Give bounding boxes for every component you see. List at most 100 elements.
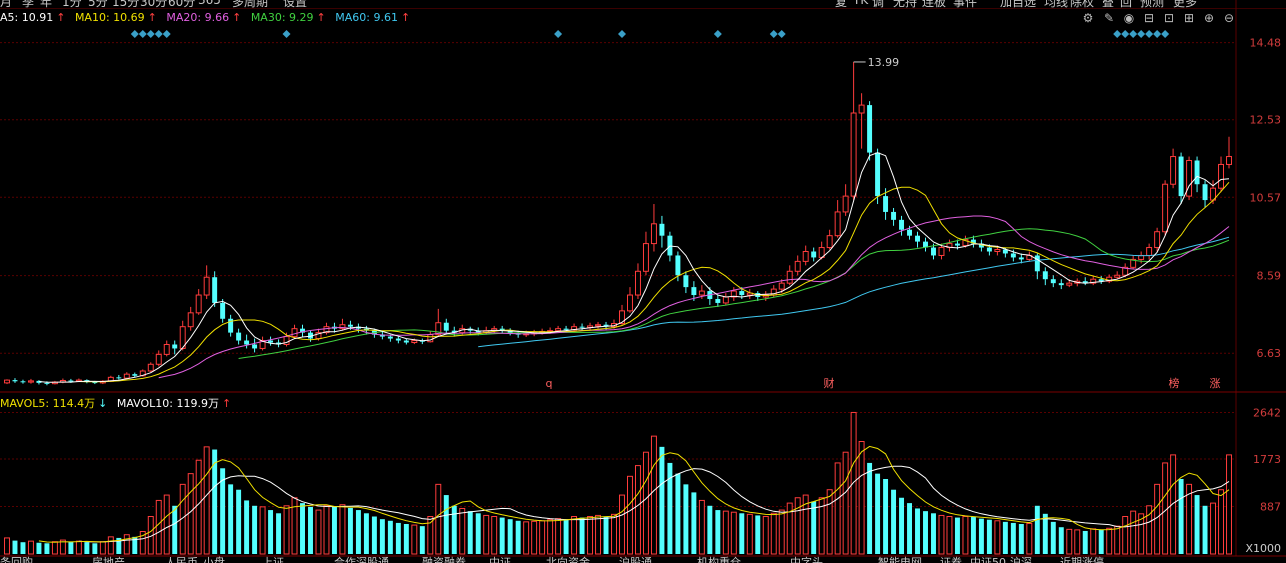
candle-body <box>978 243 984 248</box>
volume-bar <box>379 519 385 554</box>
volume-bar <box>899 497 905 554</box>
bottom-tab-10[interactable]: 沪股通 <box>619 556 652 563</box>
bottom-tab-6[interactable]: 深股通 <box>356 556 389 563</box>
tool-tab-6[interactable]: 加自选 <box>1000 0 1037 9</box>
volume-bar <box>244 500 250 554</box>
volume-bar <box>212 449 218 554</box>
tool-tab-5[interactable]: 事件 <box>953 0 978 9</box>
period-tab-8[interactable]: 365 <box>198 0 221 7</box>
candle-body <box>276 342 282 345</box>
bottom-tab-1[interactable]: 房地产 <box>92 556 125 563</box>
period-tab-3[interactable]: 1分 <box>62 0 82 9</box>
volume-bar <box>1210 502 1217 555</box>
candle-body <box>994 249 1001 253</box>
period-toolbar: 月季年 1分 5分 15分 30分 60分 365 多周期 设置 复 TK 调无持 连板 事件 加自选 均线除… <box>0 0 1286 9</box>
volume-bar <box>252 505 258 554</box>
candle-body <box>467 328 473 331</box>
bottom-tab-4[interactable]: 上证 <box>262 556 284 563</box>
mavol5-arrow: ↓ <box>98 397 108 410</box>
zoom-in-icon[interactable]: ⊕ <box>1203 11 1215 25</box>
bottom-tab-14[interactable]: 证券 <box>940 556 962 563</box>
eye-icon[interactable]: ◉ <box>1123 11 1135 25</box>
event-cai-marker: 财 <box>824 376 835 390</box>
volume-bar <box>954 517 960 554</box>
tool-tab-9[interactable]: 叠 <box>1102 0 1115 9</box>
tool-tab-3[interactable]: 无持 <box>893 0 918 9</box>
mavol5-legend: MAVOL5: 114.4万 ↓ <box>0 397 110 410</box>
bottom-tab-16[interactable]: 沪深 <box>1010 556 1032 563</box>
bottom-tab-13[interactable]: 智能电网 <box>878 556 922 563</box>
volume-bar <box>794 497 801 555</box>
candle-body <box>195 294 202 314</box>
volume-bar <box>1218 489 1224 555</box>
bottom-tab-12[interactable]: 中字头 <box>790 556 823 563</box>
volume-bar <box>770 512 777 555</box>
volume-bar <box>891 489 897 554</box>
period-tab-5[interactable]: 15分 <box>112 0 140 9</box>
settings-icon[interactable]: ⚙ <box>1082 11 1094 25</box>
volume-bar <box>323 505 330 555</box>
candle-body <box>4 379 10 384</box>
volume-bar <box>347 507 353 554</box>
period-tab-10[interactable]: 设置 <box>283 0 308 9</box>
candle-body <box>323 326 330 334</box>
period-tab-9[interactable]: 多周期 <box>232 0 269 9</box>
tool-tab-4[interactable]: 连板 <box>922 0 947 9</box>
volume-bar <box>867 462 873 554</box>
bottom-tab-0[interactable]: 条回购 <box>0 556 33 563</box>
period-tab-0[interactable]: 月 <box>0 0 13 9</box>
bottom-tab-11[interactable]: 机构重仓 <box>697 556 741 563</box>
bottom-tab-8[interactable]: 中证 <box>489 556 511 563</box>
bottom-tab-9[interactable]: 北向资金 <box>546 556 590 563</box>
candle-body <box>1130 258 1137 268</box>
bag-icon[interactable]: ⊞ <box>1183 11 1195 25</box>
volume-bar <box>915 508 920 554</box>
tool-tab-10[interactable]: 回 <box>1120 0 1133 9</box>
tool-tab-12[interactable]: 更多 <box>1173 0 1198 9</box>
mavol10-legend: MAVOL10: 119.9万 ↑ <box>117 397 234 410</box>
period-tab-6[interactable]: 30分 <box>140 0 168 9</box>
candle-body <box>339 324 346 330</box>
volume-bar <box>172 505 178 554</box>
tool-tab-2[interactable]: 调 <box>872 0 885 9</box>
volume-bar <box>691 492 697 554</box>
period-tab-1[interactable]: 季 <box>22 0 35 9</box>
period-tab-4[interactable]: 5分 <box>88 0 108 9</box>
bottom-tab-3[interactable]: 小盘 <box>203 556 225 563</box>
event-q-marker: q <box>546 377 553 390</box>
ma30-legend: MA30: 9.29 ↑ <box>251 11 329 24</box>
tool-tab-11[interactable]: 预测 <box>1140 0 1165 9</box>
tool-tab-7[interactable]: 均线 <box>1044 0 1069 9</box>
volume-bar <box>978 518 984 554</box>
bottom-tab-2[interactable]: 人民币 <box>165 556 198 563</box>
high-price-label: 13.99 <box>868 56 900 69</box>
volume-bar <box>730 511 737 555</box>
period-tab-2[interactable]: 年 <box>40 0 53 9</box>
bottom-tab-5[interactable]: 合作 <box>334 556 356 563</box>
ma5-line <box>38 152 1230 383</box>
basket-icon[interactable]: ⊟ <box>1143 11 1155 25</box>
bottom-tab-15[interactable]: 中证50 <box>970 556 1006 563</box>
candle-body <box>300 328 305 333</box>
tool-tab-8[interactable]: 除权 <box>1070 0 1095 9</box>
tool-tab-1[interactable]: TK <box>853 0 869 7</box>
period-tab-7[interactable]: 60分 <box>168 0 196 9</box>
candle-body <box>475 330 481 333</box>
volume-bar <box>659 446 665 554</box>
volume-bar <box>603 517 609 554</box>
bottom-tab-17[interactable]: 近期涨停 <box>1060 556 1104 563</box>
candle-body <box>899 219 905 230</box>
volume-bar <box>155 499 162 555</box>
candle-body <box>132 374 138 376</box>
bottom-tab-7[interactable]: 融资融券 <box>422 556 466 563</box>
candle-body <box>883 196 889 212</box>
candle-body <box>603 324 609 327</box>
lock-icon[interactable]: ⊡ <box>1163 11 1175 25</box>
ma20-arrow: ↑ <box>232 11 242 24</box>
zoom-out-icon[interactable]: ⊖ <box>1223 11 1235 25</box>
volume-bar <box>1082 530 1088 554</box>
candle-body <box>915 235 920 242</box>
edit-icon[interactable]: ✎ <box>1103 11 1115 25</box>
tool-tab-0[interactable]: 复 <box>835 0 848 9</box>
